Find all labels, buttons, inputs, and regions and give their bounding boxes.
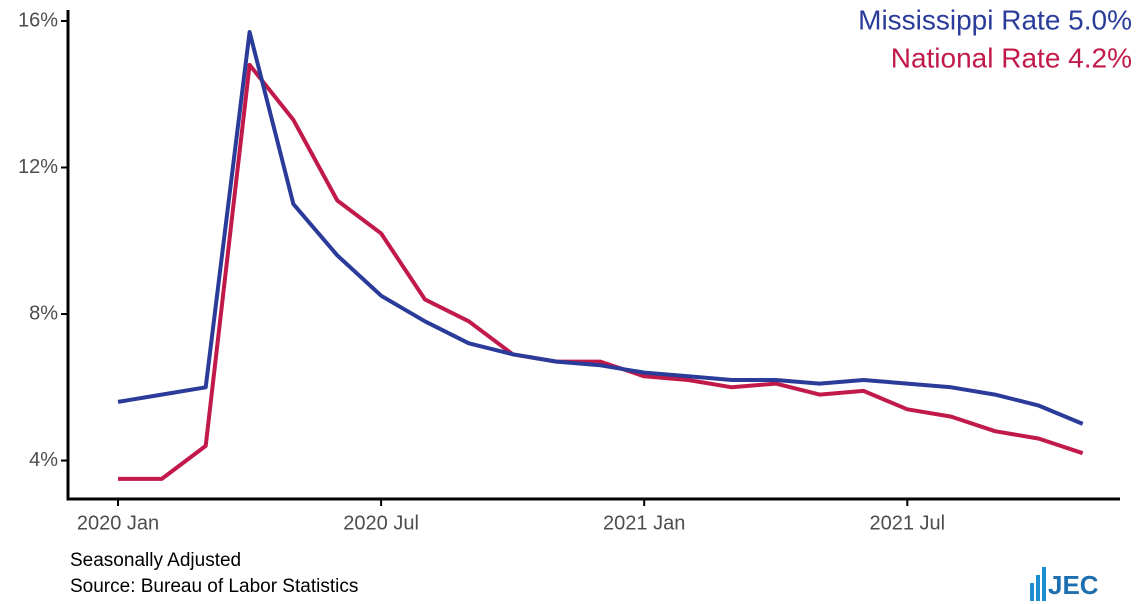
logo-text: JEC [1048, 570, 1099, 600]
logo-bar [1030, 583, 1034, 601]
note: Source: Bureau of Labor Statistics [70, 576, 358, 597]
legend-label: Mississippi Rate 5.0% [858, 4, 1132, 35]
series-line [117, 30, 1084, 426]
note: Seasonally Adjusted [70, 550, 241, 571]
x-tick-label: 2020 Jul [343, 512, 419, 534]
x-tick-label: 2020 Jan [77, 512, 159, 534]
x-tick-label: 2021 Jan [603, 512, 685, 534]
x-tick-label: 2021 Jul [869, 512, 945, 534]
y-tick-label: 8% [29, 302, 58, 324]
logo: JEC [1030, 567, 1099, 601]
y-tick-label: 4% [29, 449, 58, 471]
logo-bar [1042, 567, 1046, 601]
y-tick-label: 16% [18, 9, 58, 31]
legend-label: National Rate 4.2% [891, 42, 1132, 73]
y-tick-label: 12% [18, 156, 58, 178]
series-line [118, 62, 1084, 481]
logo-bar [1036, 575, 1040, 601]
